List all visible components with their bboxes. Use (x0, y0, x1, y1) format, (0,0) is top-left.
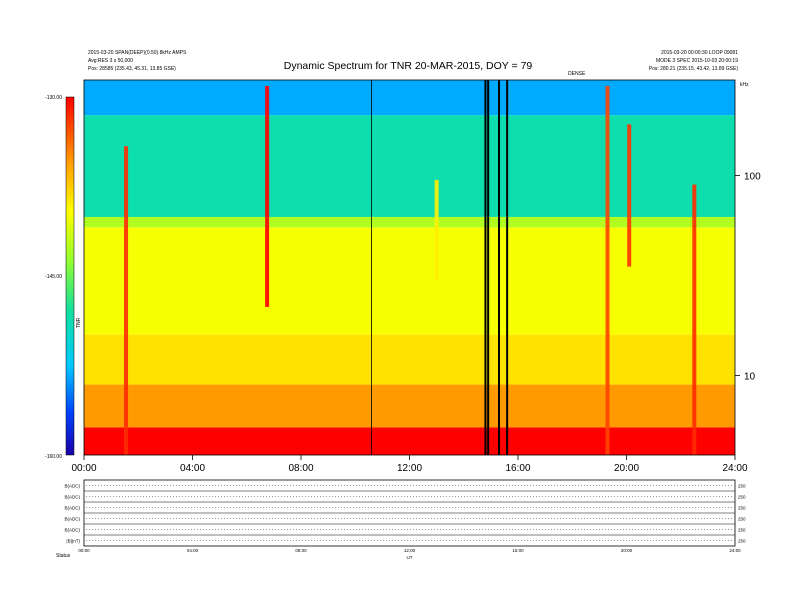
burst-event-4 (627, 124, 632, 267)
panel-x-tick-label-2: 08:00 (295, 548, 307, 553)
panel-x-tick-label-4: 16:00 (512, 548, 524, 553)
panel-left-label-0: B(ADC) (65, 484, 81, 489)
panel-x-tick-label-1: 04:00 (187, 548, 199, 553)
data-gap-2 (498, 80, 501, 455)
colorbar-tick-mid: -145.00 (45, 274, 62, 280)
burst-event-5 (692, 184, 697, 455)
info-left-3: Pos: 28585 (235.43, 45.31, 13.85 GSE) (88, 66, 176, 72)
burst-event-0 (124, 146, 129, 456)
info-right-2: MODE 3 SPEC 2015-10-03 20:00:19 (656, 58, 738, 64)
panel-right-label-5: 250 (738, 539, 746, 544)
spectrum-band-1 (84, 384, 735, 428)
info-right-1: 2015-03-20 00:00:30 LOOP 09081 (661, 50, 738, 56)
data-gap-3 (506, 80, 509, 455)
corner-unit: kHz (740, 82, 749, 88)
panel-x-tick-label-6: 24:00 (729, 548, 741, 553)
panel-right-label-2: 250 (738, 506, 746, 511)
footer-status-label: Status (56, 553, 71, 559)
y-tick-label-0: 10 (744, 371, 756, 382)
panel-x-tick-label-3: 12:00 (404, 548, 416, 553)
colorbar (65, 96, 75, 456)
colorbar-tick-bottom: -160.00 (45, 454, 62, 460)
data-gap-1 (487, 80, 490, 455)
spectrogram-events (124, 85, 697, 456)
info-left-2: Avg:RES 3 s 50,000 (88, 58, 133, 64)
panel-x-tick-label-5: 20:00 (621, 548, 633, 553)
info-left-1: 2015-03-20 SPAN(DEEP)(0.50) 8kHz AMPS (88, 50, 187, 56)
x-tick-label-1: 04:00 (180, 463, 205, 474)
x-tick-label-3: 12:00 (397, 463, 422, 474)
spectrum-band-6 (84, 80, 735, 116)
spectrum-band-3 (84, 227, 735, 335)
panel-left-label-1: B(ADC) (65, 495, 81, 500)
x-tick-label-4: 16:00 (505, 463, 530, 474)
burst-event-3 (605, 85, 610, 456)
data-gaps (371, 80, 509, 455)
x-tick-label-5: 20:00 (614, 463, 639, 474)
spectrum-band-2 (84, 334, 735, 385)
burst-event-2 (434, 179, 439, 280)
chart-title: Dynamic Spectrum for TNR 20-MAR-2015, DO… (284, 60, 533, 72)
panel-right-label-1: 250 (738, 495, 746, 500)
panel-x-tick-label-0: 00:00 (78, 548, 90, 553)
panel-left-label-5: |B|(nT) (66, 539, 80, 544)
x-tick-label-6: 24:00 (722, 463, 747, 474)
panel-right-label-3: 250 (738, 517, 746, 522)
burst-event-1 (265, 85, 270, 307)
data-gap-0 (484, 80, 487, 455)
spectrum-band-4 (84, 216, 735, 228)
colorbar-tick-top: -130.00 (45, 95, 62, 101)
x-tick-label-0: 00:00 (71, 463, 96, 474)
panel-left-label-3: B(ADC) (65, 517, 81, 522)
info-right-3: Pos: 280.21 (235.15, 43.42, 13.89 GSE) (649, 66, 739, 72)
spectrum-band-0 (84, 427, 735, 455)
panel-left-label-4: B(ADC) (65, 528, 81, 533)
line-panels: B(ADC) 250 B(ADC) 250 B(ADC) 250 B(ADC) 250 B(AD… (65, 479, 746, 560)
panel-left-label-2: B(ADC) (65, 506, 81, 511)
y-tick-label-1: 100 (744, 171, 761, 182)
x-tick-label-2: 08:00 (288, 463, 313, 474)
panel-x-title: UT (407, 555, 413, 560)
spectrogram-axes: 00:00 04:00 08:00 12:00 16:00 20:00 24:00 10 100 (71, 171, 761, 474)
spectrogram-bands (84, 80, 735, 455)
colorbar-label: TNR (76, 317, 82, 328)
spectrum-band-5 (84, 115, 735, 217)
panel-right-label-0: 250 (738, 484, 746, 489)
dense-label: DENSE (568, 71, 586, 77)
panel-right-label-4: 250 (738, 528, 746, 533)
